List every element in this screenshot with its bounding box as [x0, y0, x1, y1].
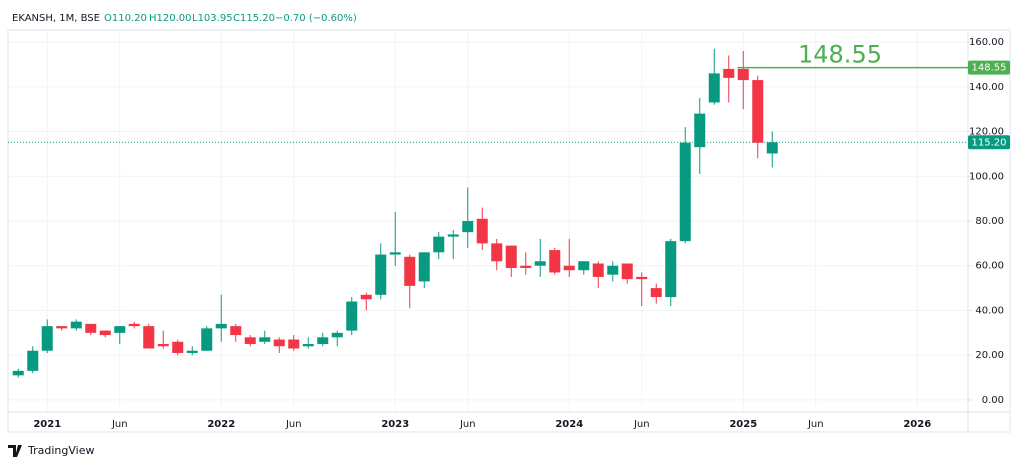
high-value: H120.00	[149, 13, 192, 24]
candle-body	[520, 265, 532, 268]
candle-body	[375, 254, 387, 295]
candle-body	[346, 301, 358, 331]
chart-frame	[7, 29, 1011, 433]
candle-body	[418, 252, 430, 282]
x-tick-label: 2023	[381, 419, 409, 430]
candle-body	[491, 243, 503, 262]
logo-icon	[8, 445, 22, 457]
candle-body	[766, 142, 778, 154]
candle-body	[476, 218, 488, 244]
candle-body	[56, 326, 68, 329]
candle-body	[650, 288, 662, 298]
logo: TradingView	[8, 444, 94, 457]
candle-body	[302, 344, 314, 347]
candle-body	[679, 142, 691, 242]
candle-body	[462, 221, 474, 233]
candle-body	[157, 344, 169, 347]
brand: TradingView	[27, 444, 94, 457]
candle-body	[447, 234, 459, 237]
candle-body	[433, 236, 445, 253]
price-tag-label: 148.55	[972, 63, 1007, 74]
symbol: EKANSH, 1M, BSE	[12, 13, 100, 24]
x-tick-label: 2025	[729, 419, 757, 430]
candle-body	[259, 337, 271, 342]
y-tick-label: 40.00	[975, 305, 1004, 316]
x-tick-label: Jun	[111, 419, 128, 430]
x-tick-label: Jun	[633, 419, 650, 430]
candle-body	[85, 323, 97, 333]
x-tick-label: 2021	[33, 419, 61, 430]
candle-body	[317, 337, 329, 345]
candle-body	[607, 265, 619, 275]
candle-body	[621, 263, 633, 280]
candle-body	[172, 341, 184, 353]
candle-body	[244, 337, 256, 345]
candle-body	[578, 261, 590, 271]
candle-body	[99, 330, 111, 336]
price-tag-label: 115.20	[972, 137, 1007, 148]
y-tick-label: 160.00	[969, 37, 1004, 48]
candle-body	[114, 326, 126, 333]
candle-body	[592, 263, 604, 277]
x-tick-label: 2024	[555, 419, 583, 430]
candle-body	[505, 245, 517, 268]
candle-body	[70, 321, 82, 329]
candle-body	[549, 250, 561, 273]
x-tick-label: Jun	[459, 419, 476, 430]
candle-body	[360, 294, 372, 300]
candle-body	[737, 68, 749, 81]
candle-body	[665, 241, 677, 298]
candle-body	[230, 326, 242, 336]
y-tick-label: 80.00	[975, 216, 1004, 227]
x-tick-label: Jun	[285, 419, 302, 430]
candle-body	[27, 350, 39, 371]
candle-body	[273, 339, 285, 347]
y-tick-label: 0.00	[982, 395, 1004, 406]
y-tick-label: 140.00	[969, 82, 1004, 93]
candle-body	[694, 113, 706, 148]
x-tick-label: 2022	[207, 419, 235, 430]
open-value: O110.20	[104, 13, 147, 24]
candle-body	[288, 339, 300, 349]
change-value: −0.70 (−0.60%)	[275, 13, 357, 24]
y-tick-label: 120.00	[969, 127, 1004, 138]
header: EKANSH, 1M, BSE O110.20 H120.00 L103.95 …	[12, 13, 357, 24]
candle-body	[708, 73, 720, 103]
candle-body	[41, 326, 53, 351]
y-tick-label: 100.00	[969, 171, 1004, 182]
candle-body	[186, 350, 198, 353]
candle-body	[12, 370, 24, 376]
candle-body	[128, 323, 140, 327]
candle-body	[723, 68, 735, 78]
price-tag	[968, 135, 1010, 150]
horizontal-line-label: 148.55	[798, 41, 882, 69]
x-tick-label: 2026	[903, 419, 931, 430]
candle-body	[201, 328, 213, 351]
candle-body	[636, 276, 648, 280]
candle-body	[215, 323, 227, 329]
plot	[8, 30, 968, 412]
price-tag	[968, 60, 1010, 75]
low-value: L103.95	[192, 13, 233, 24]
x-tick-label: Jun	[807, 419, 824, 430]
candle-body	[563, 265, 575, 271]
candle-body	[389, 252, 401, 255]
y-tick-label: 60.00	[975, 261, 1004, 272]
candle-body	[143, 326, 155, 349]
y-tick-label: 20.00	[975, 350, 1004, 361]
candle-body	[752, 80, 764, 143]
candle-body	[534, 261, 546, 266]
close-value: C115.20	[233, 13, 275, 24]
candle-body	[404, 256, 416, 286]
candle-body	[331, 332, 343, 338]
